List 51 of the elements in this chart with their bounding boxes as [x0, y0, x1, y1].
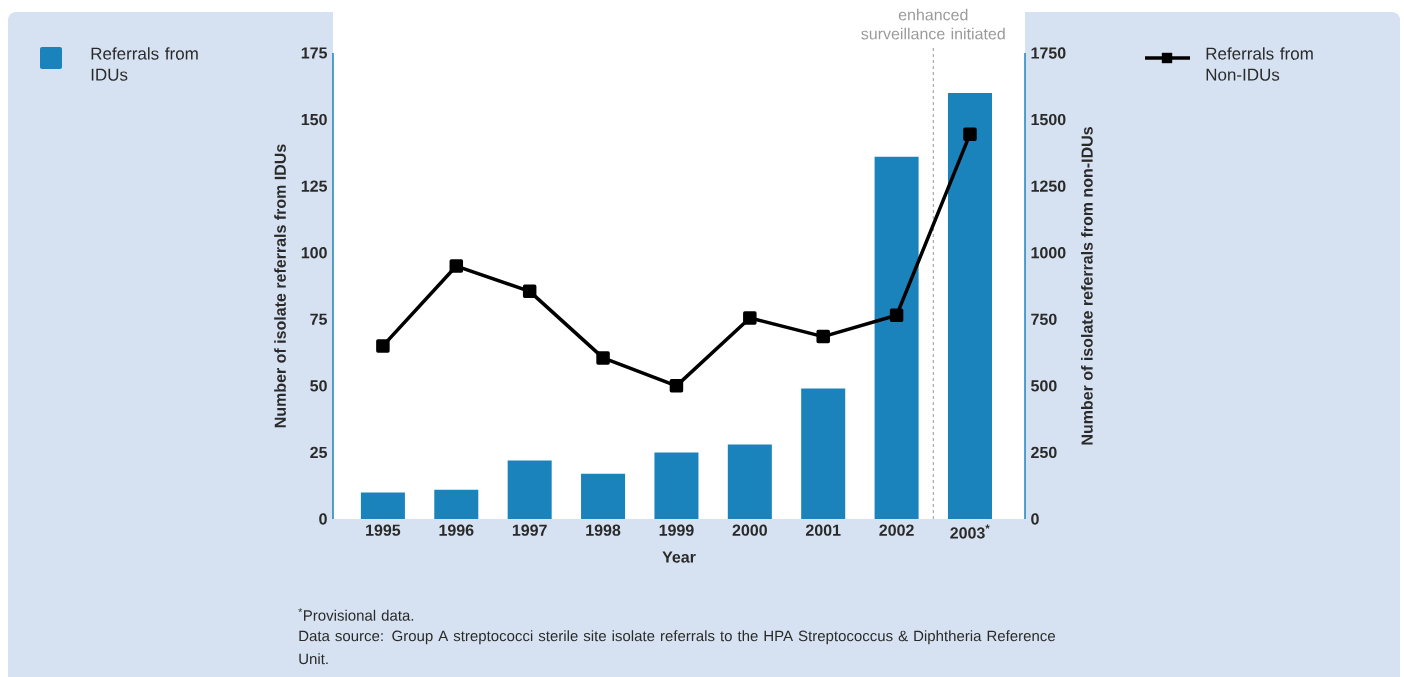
- y-tick-label: 75: [310, 313, 328, 325]
- point: [669, 379, 684, 393]
- y-tick-label: 50: [310, 380, 327, 392]
- bar: [947, 92, 992, 520]
- x-tick-label: 1999: [659, 524, 694, 536]
- text: $^{*}$Provisional data.: [298, 608, 414, 621]
- point: [376, 339, 390, 353]
- y2-tick-label: 250: [1031, 446, 1057, 459]
- bar: [434, 489, 479, 520]
- x-tick-label: 1995: [366, 524, 401, 536]
- y2-tick-label: 1750: [1031, 47, 1066, 59]
- y-tick-label: 0: [319, 513, 327, 525]
- y2-tick-label: 750: [1031, 313, 1057, 325]
- bar: [507, 460, 552, 520]
- y-tick-label: 125: [301, 180, 328, 192]
- text: enhanced surveillance initiated: [861, 8, 1005, 40]
- x-axis-title: Year: [662, 551, 696, 563]
- legend-label: Referrals from IDUs: [91, 47, 198, 81]
- point: [522, 284, 537, 299]
- y2-tick-label: 1250: [1031, 180, 1066, 192]
- x-tick-label: 1996: [439, 524, 474, 536]
- legend-label: Referrals from Non-IDUs: [1206, 47, 1313, 81]
- bar: [874, 156, 919, 520]
- point: [816, 329, 830, 344]
- point: [449, 259, 464, 273]
- y2-tick-label: 1000: [1031, 247, 1066, 259]
- y2-tick-label: 0: [1031, 513, 1039, 525]
- bar: [654, 452, 699, 520]
- point: [963, 127, 977, 141]
- y-tick-label: 100: [301, 247, 327, 259]
- bar: [801, 388, 846, 520]
- source-note: Data source: Group A streptococci sterile site isolate referrals to the HPA Streptococcus & Diphtheria Reference Unit.: [299, 630, 1055, 665]
- x-tick-label: 2003$^{*}$: [950, 524, 990, 539]
- x-tick-label: 2000: [732, 524, 767, 536]
- y2-axis-title: Number of isolate referrals from non-IDUs: [1081, 127, 1093, 445]
- y-tick-label: 25: [310, 446, 328, 459]
- point: [889, 308, 904, 323]
- point: [596, 351, 610, 365]
- x-tick-label: 2001: [805, 524, 841, 536]
- bar: [360, 492, 405, 520]
- x-tick-label: 1997: [512, 524, 547, 536]
- y2-tick-label: 1500: [1031, 113, 1066, 126]
- y-tick-label: 175: [301, 47, 328, 59]
- y-axis-title: Number of isolate referrals from IDUs: [274, 144, 286, 428]
- point: [743, 311, 757, 325]
- x-tick-label: 1998: [586, 524, 621, 536]
- y-tick-label: 150: [301, 113, 327, 126]
- y2-tick-label: 500: [1031, 380, 1057, 392]
- bar: [581, 473, 626, 520]
- x-tick-label: 2002: [879, 524, 914, 536]
- bar: [727, 444, 772, 520]
